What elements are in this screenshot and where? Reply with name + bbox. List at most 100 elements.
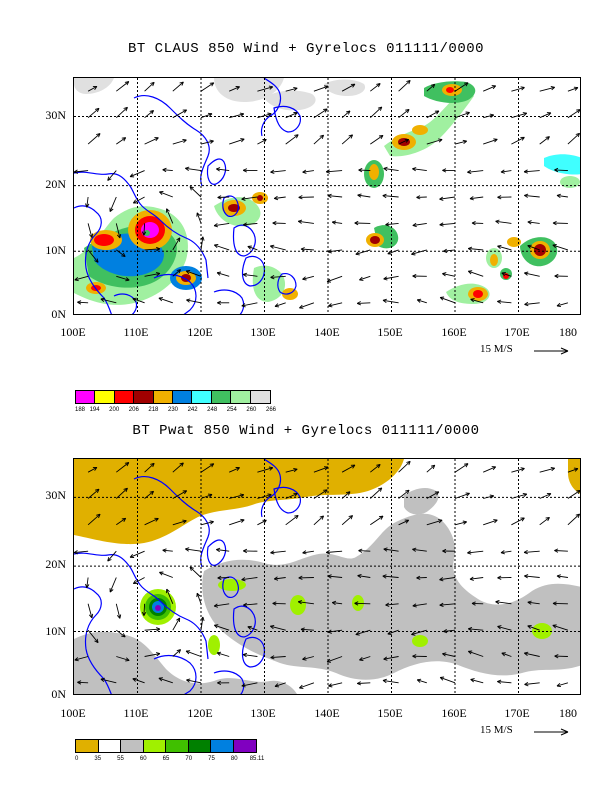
panel1-wind-vector-head [121, 137, 127, 142]
panel1-wind-vector [426, 110, 440, 119]
panel2-wind-vector [270, 550, 286, 554]
panel1-wind-vector-head [297, 219, 303, 224]
panel1-wind-vector [100, 298, 117, 304]
panel1-coastlines [74, 78, 301, 314]
panel1-wind-vector [300, 248, 314, 251]
panel2-wind-vector [412, 603, 427, 607]
panel2-wind-vector-head [109, 588, 114, 593]
panel2-wind-vector-head [262, 519, 267, 524]
panel1-colorbar-swatch [76, 391, 96, 403]
panel1-wind-vector [524, 272, 540, 277]
panel2-wind-vector [369, 487, 383, 499]
panel2-title: BT Pwat 850 Wind + Gyrelocs 011111/0000 [132, 423, 480, 439]
panel1-wind-vector-head [185, 270, 191, 275]
panel2-lon-160e: 160E [441, 706, 467, 720]
panel1-wind-vector-head [207, 112, 213, 117]
panel1-wind-vector [468, 248, 484, 251]
panel1-wind-vector-head [302, 169, 307, 174]
panel2-wind-vector-head [355, 631, 360, 636]
panel1-wind-vector-head [88, 233, 94, 238]
panel1-wind-vector [172, 109, 187, 119]
panel2-wind-vector [468, 628, 484, 631]
panel2-wind-vector [285, 493, 298, 499]
panel1-wind-vector [357, 302, 371, 304]
panel1-wind-vector [302, 170, 314, 173]
panel2-wind-vector-head [74, 550, 79, 555]
panel1-wind-vector [454, 140, 467, 145]
panel2-wind-vector-head [270, 655, 275, 660]
panel2-wind-vector [383, 656, 399, 660]
panel1-wind-vector-head [240, 138, 245, 143]
panel2-wind-vector-head [554, 654, 559, 659]
panel2-wind-vector [483, 466, 496, 473]
panel1-wind-vector-head [439, 196, 444, 201]
panel1-colorbar-swatch [153, 391, 173, 403]
panel2-wind-vector-head [523, 550, 528, 555]
panel1-wind-vector [241, 302, 258, 307]
panel1-wind-vector [144, 272, 160, 277]
panel1-wind-vector [129, 170, 145, 178]
panel1-wind-vector-head [182, 109, 188, 114]
panel1-wind-vector-head [179, 81, 184, 86]
panel2-wind-vector [527, 601, 540, 605]
panel1-wind-vector-head [186, 298, 191, 303]
panel2-wind-vector-head [241, 683, 246, 688]
panel2-wind-vector [285, 468, 298, 473]
panel2-wind-vector-head [299, 684, 304, 689]
panel2-wind-vector-head [434, 491, 440, 496]
panel1-wind-vector-head [235, 86, 240, 90]
panel1-wind-vector-head [462, 139, 467, 145]
panel1-wind-vector [77, 301, 89, 304]
panel2-wind-vector-head [442, 548, 447, 554]
panel1-wind-vector-head [356, 301, 362, 306]
panel1-colorbar-label: 254 [226, 407, 237, 413]
panel1-wind-vector-head [443, 248, 448, 254]
panel1-map [73, 77, 581, 315]
panel1-wind-vector-head [116, 234, 122, 239]
panel2-wind-vector [144, 490, 154, 499]
panel1-wind-vector [196, 212, 202, 224]
panel1-wind-vector-head [319, 134, 325, 140]
panel1-wind-vector [556, 302, 569, 307]
panel1-wind-vector [162, 169, 173, 172]
panel1-wind-vector-head [491, 85, 497, 90]
panel2-wind-vector [357, 682, 371, 684]
panel1-wind-vector-head [125, 277, 130, 282]
panel2-wind-vector-head [125, 657, 130, 662]
panel2-wind-vector [454, 492, 470, 499]
panel1-wind-vector [116, 81, 130, 92]
panel2-lat-20n: 20N [45, 557, 66, 571]
panel1-colorbar-label: 188 [75, 407, 86, 413]
panel2-wind-vector [483, 519, 498, 526]
panel1-colorbar-label: 200 [109, 407, 120, 413]
panel1-wind-vector [313, 108, 328, 119]
panel2-wind-vector [247, 626, 258, 631]
panel1-wind-vector-head [200, 236, 205, 241]
panel1-wind-vector-head [467, 169, 472, 175]
panel1-wind-vector-head [323, 85, 329, 90]
panel1-wind-vector [200, 82, 215, 92]
panel1-wind-vector [370, 83, 381, 92]
panel2-wind-vector-head [216, 651, 222, 656]
panel1-wind-vector [524, 194, 540, 198]
panel2-wind-vector [370, 515, 384, 526]
panel2-wind-vector-head [158, 677, 163, 682]
panel1-colorbar-label: 242 [187, 407, 198, 413]
panel2-wind-vector-head [464, 463, 469, 468]
panel2-wind-vector [567, 468, 579, 473]
panel1-wind-vector-head [268, 85, 274, 90]
panel1-wind-vector [87, 133, 101, 145]
panel1-wind-vector-head [467, 270, 473, 275]
panel1-reference-vector-label: 15 M/S [480, 343, 513, 355]
panel2-wind-vector-head [411, 631, 416, 636]
panel2-wind-vector-head [293, 467, 298, 473]
panel1-wind-vector [257, 86, 273, 92]
panel2-wind-vector-head [247, 625, 252, 630]
panel2-wind-vector-head [350, 464, 356, 469]
panel2-wind-vector-head [489, 494, 495, 499]
panel1-wind-vector [467, 170, 484, 173]
panel1-wind-vector [116, 249, 126, 257]
panel2-wind-vector [285, 515, 299, 526]
panel2-wind-vector [511, 467, 525, 473]
panel1-wind-vector [567, 109, 580, 119]
